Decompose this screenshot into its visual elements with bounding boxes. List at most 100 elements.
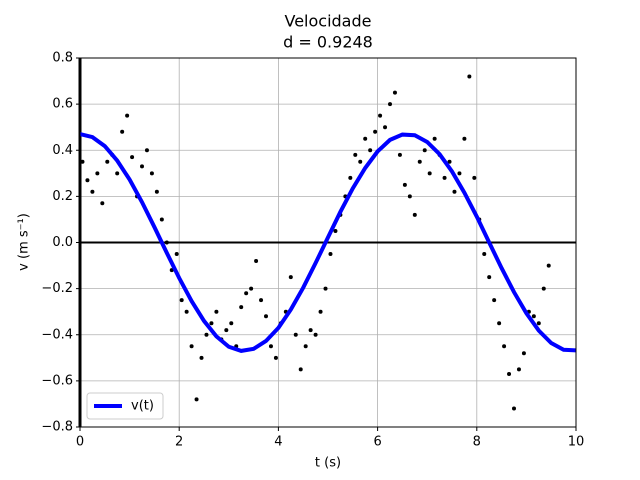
data-point [239,305,244,310]
data-point [95,171,100,176]
data-point [512,406,516,411]
data-point [85,178,90,183]
data-point [363,136,368,141]
data-point [268,344,273,349]
data-point [388,102,392,107]
data-point [407,194,412,199]
data-point [189,344,194,349]
data-point [378,113,383,118]
data-point [80,159,85,164]
data-point [288,275,293,280]
data-point [214,309,219,314]
data-point [348,175,353,180]
data-point [303,344,308,349]
data-point [432,136,437,141]
data-point [90,189,95,194]
data-point [164,240,169,245]
x-tick-label: 10 [568,435,585,450]
data-point [264,314,268,319]
data-point [154,189,159,194]
data-point [179,298,184,303]
y-tick-label: 0.4 [52,143,73,158]
data-point [313,332,318,337]
data-point [502,344,507,349]
data-point [333,228,338,233]
data-point [293,332,298,337]
data-point [507,371,512,376]
x-tick-label: 0 [76,435,84,450]
data-point [368,148,373,153]
data-point [100,201,105,206]
data-point [397,152,402,157]
data-point [204,332,209,337]
legend-label: v(t) [131,399,154,414]
data-point [412,212,417,217]
y-tick-label: −0.4 [41,327,73,342]
data-point [536,321,541,326]
data-point [140,164,144,169]
data-point [318,309,323,314]
data-point [516,367,521,372]
y-tick-label: 0.8 [52,51,73,66]
x-tick-label: 4 [274,435,282,450]
data-point [447,159,452,164]
data-point [402,182,407,187]
data-point [130,155,135,160]
data-point [149,171,154,176]
data-point [531,314,536,319]
data-point [105,159,110,164]
data-point [249,286,254,291]
data-point [298,367,303,372]
data-point [487,275,492,280]
data-point [457,171,462,176]
x-tick-label: 2 [175,435,183,450]
y-tick-label: 0.6 [52,97,73,112]
data-point [392,90,397,95]
data-point [492,298,497,303]
data-point [224,328,229,333]
data-point [482,252,487,257]
data-point [472,175,477,180]
data-point [184,309,189,314]
line [79,132,577,353]
data-point [120,129,125,134]
y-tick-label: 0.0 [52,235,73,250]
data-point [358,159,363,164]
x-tick-label: 6 [373,435,381,450]
chart-subtitle: d = 0.9248 [283,33,373,52]
data-point [244,291,249,296]
data-point [427,171,432,176]
y-axis-label: v (m s⁻¹) [17,213,32,271]
data-point [546,263,551,268]
data-point [273,355,278,360]
legend [86,392,164,420]
y-tick-label: −0.6 [41,373,73,388]
y-tick-label: −0.8 [41,420,73,435]
data-point [521,351,526,356]
data-point [209,321,214,326]
data-point [417,159,422,164]
data-point [323,286,328,291]
data-point [462,136,467,141]
x-axis-label: t (s) [315,456,341,471]
x-tick-label: 8 [473,435,481,450]
data-point [373,129,378,134]
data-point [259,298,264,303]
y-tick-label: −0.2 [41,281,73,296]
data-point [194,397,199,402]
data-point [308,328,313,333]
data-point [144,148,149,153]
data-point [125,113,130,118]
data-point [199,355,204,360]
data-point [159,217,164,222]
data-point [353,152,358,157]
data-point [467,74,472,79]
data-point [541,286,546,291]
data-point [497,321,502,326]
data-point [442,175,447,180]
chart-title: Velocidade [285,12,372,31]
data-point [328,252,333,257]
plot-frame [79,57,577,428]
data-point [115,171,120,176]
